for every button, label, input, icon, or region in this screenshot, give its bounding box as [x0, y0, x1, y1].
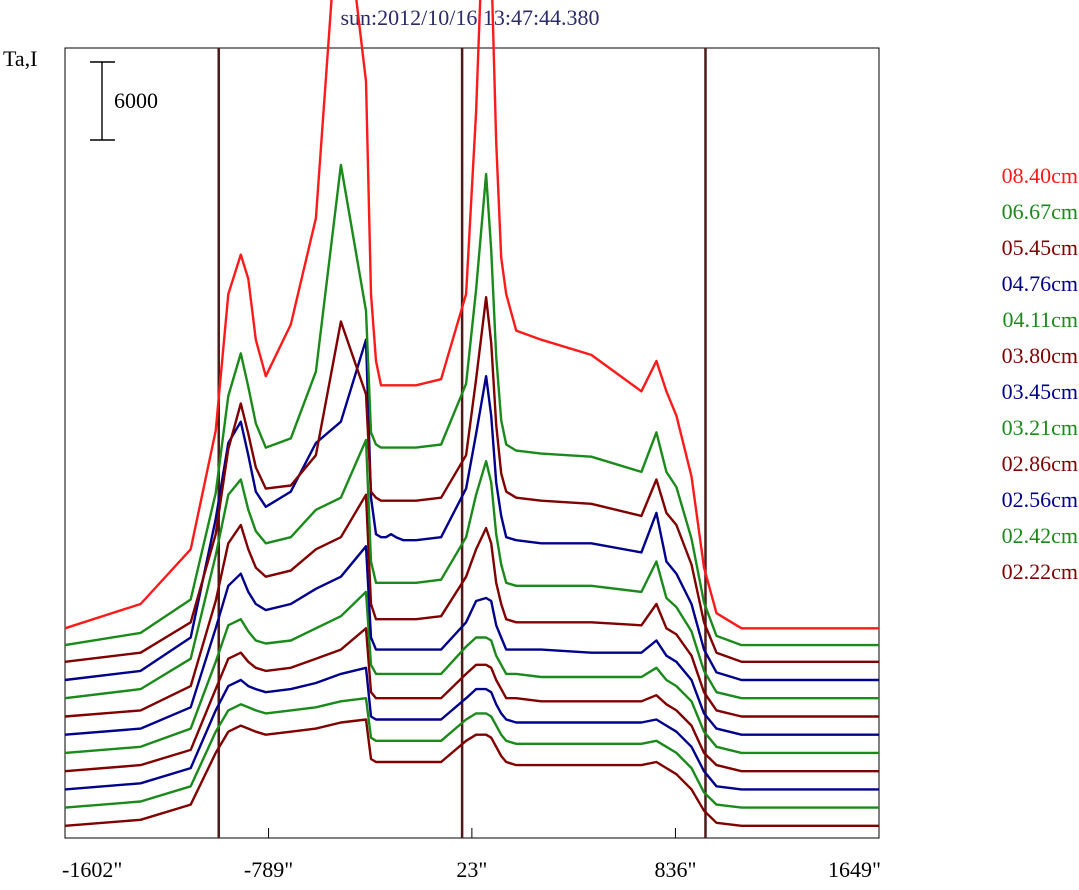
- y-axis-label: Ta,I: [3, 46, 38, 71]
- series-line-2: [64, 296, 879, 663]
- series-line-8: [64, 627, 879, 773]
- legend-entry-3: 04.76cm: [1002, 271, 1078, 296]
- scale-bar: 6000: [90, 61, 158, 141]
- series-line-11: [64, 718, 879, 827]
- x-tick-label-3: 836": [654, 857, 696, 882]
- legend-entry-5: 03.80cm: [1002, 343, 1078, 368]
- legend-entry-6: 03.45cm: [1002, 379, 1078, 404]
- x-ticks: -1602" -789" 23" 836" 1649": [62, 828, 881, 882]
- series-line-0: [64, 0, 879, 630]
- legend-entry-11: 02.22cm: [1002, 559, 1078, 584]
- series-line-5: [64, 493, 879, 718]
- scale-bar-label: 6000: [114, 88, 158, 113]
- series-line-1: [64, 163, 879, 647]
- legend: 08.40cm 06.67cm 05.45cm 04.76cm 04.11cm 03.80…: [1002, 163, 1078, 584]
- series-line-4: [64, 438, 879, 700]
- series-line-7: [64, 590, 879, 755]
- x-tick-label-2: 23": [456, 857, 487, 882]
- x-tick-label-4: 1649": [828, 857, 881, 882]
- vertical-markers: [217, 48, 707, 838]
- legend-entry-0: 08.40cm: [1002, 163, 1078, 188]
- series-line-10: [64, 697, 879, 809]
- chart-title: sun:2012/10/16 13:47:44.380: [340, 5, 599, 30]
- series-line-9: [64, 666, 879, 791]
- series-group: [64, 0, 879, 827]
- x-tick-label-1: -789": [244, 857, 293, 882]
- legend-entry-2: 05.45cm: [1002, 235, 1078, 260]
- legend-entry-10: 02.42cm: [1002, 523, 1078, 548]
- series-line-3: [64, 338, 879, 682]
- x-tick-label-0: -1602": [62, 857, 122, 882]
- legend-entry-9: 02.56cm: [1002, 487, 1078, 512]
- legend-entry-8: 02.86cm: [1002, 451, 1078, 476]
- legend-entry-7: 03.21cm: [1002, 415, 1078, 440]
- series-line-6: [64, 545, 879, 736]
- legend-entry-1: 06.67cm: [1002, 199, 1078, 224]
- legend-entry-4: 04.11cm: [1002, 307, 1078, 332]
